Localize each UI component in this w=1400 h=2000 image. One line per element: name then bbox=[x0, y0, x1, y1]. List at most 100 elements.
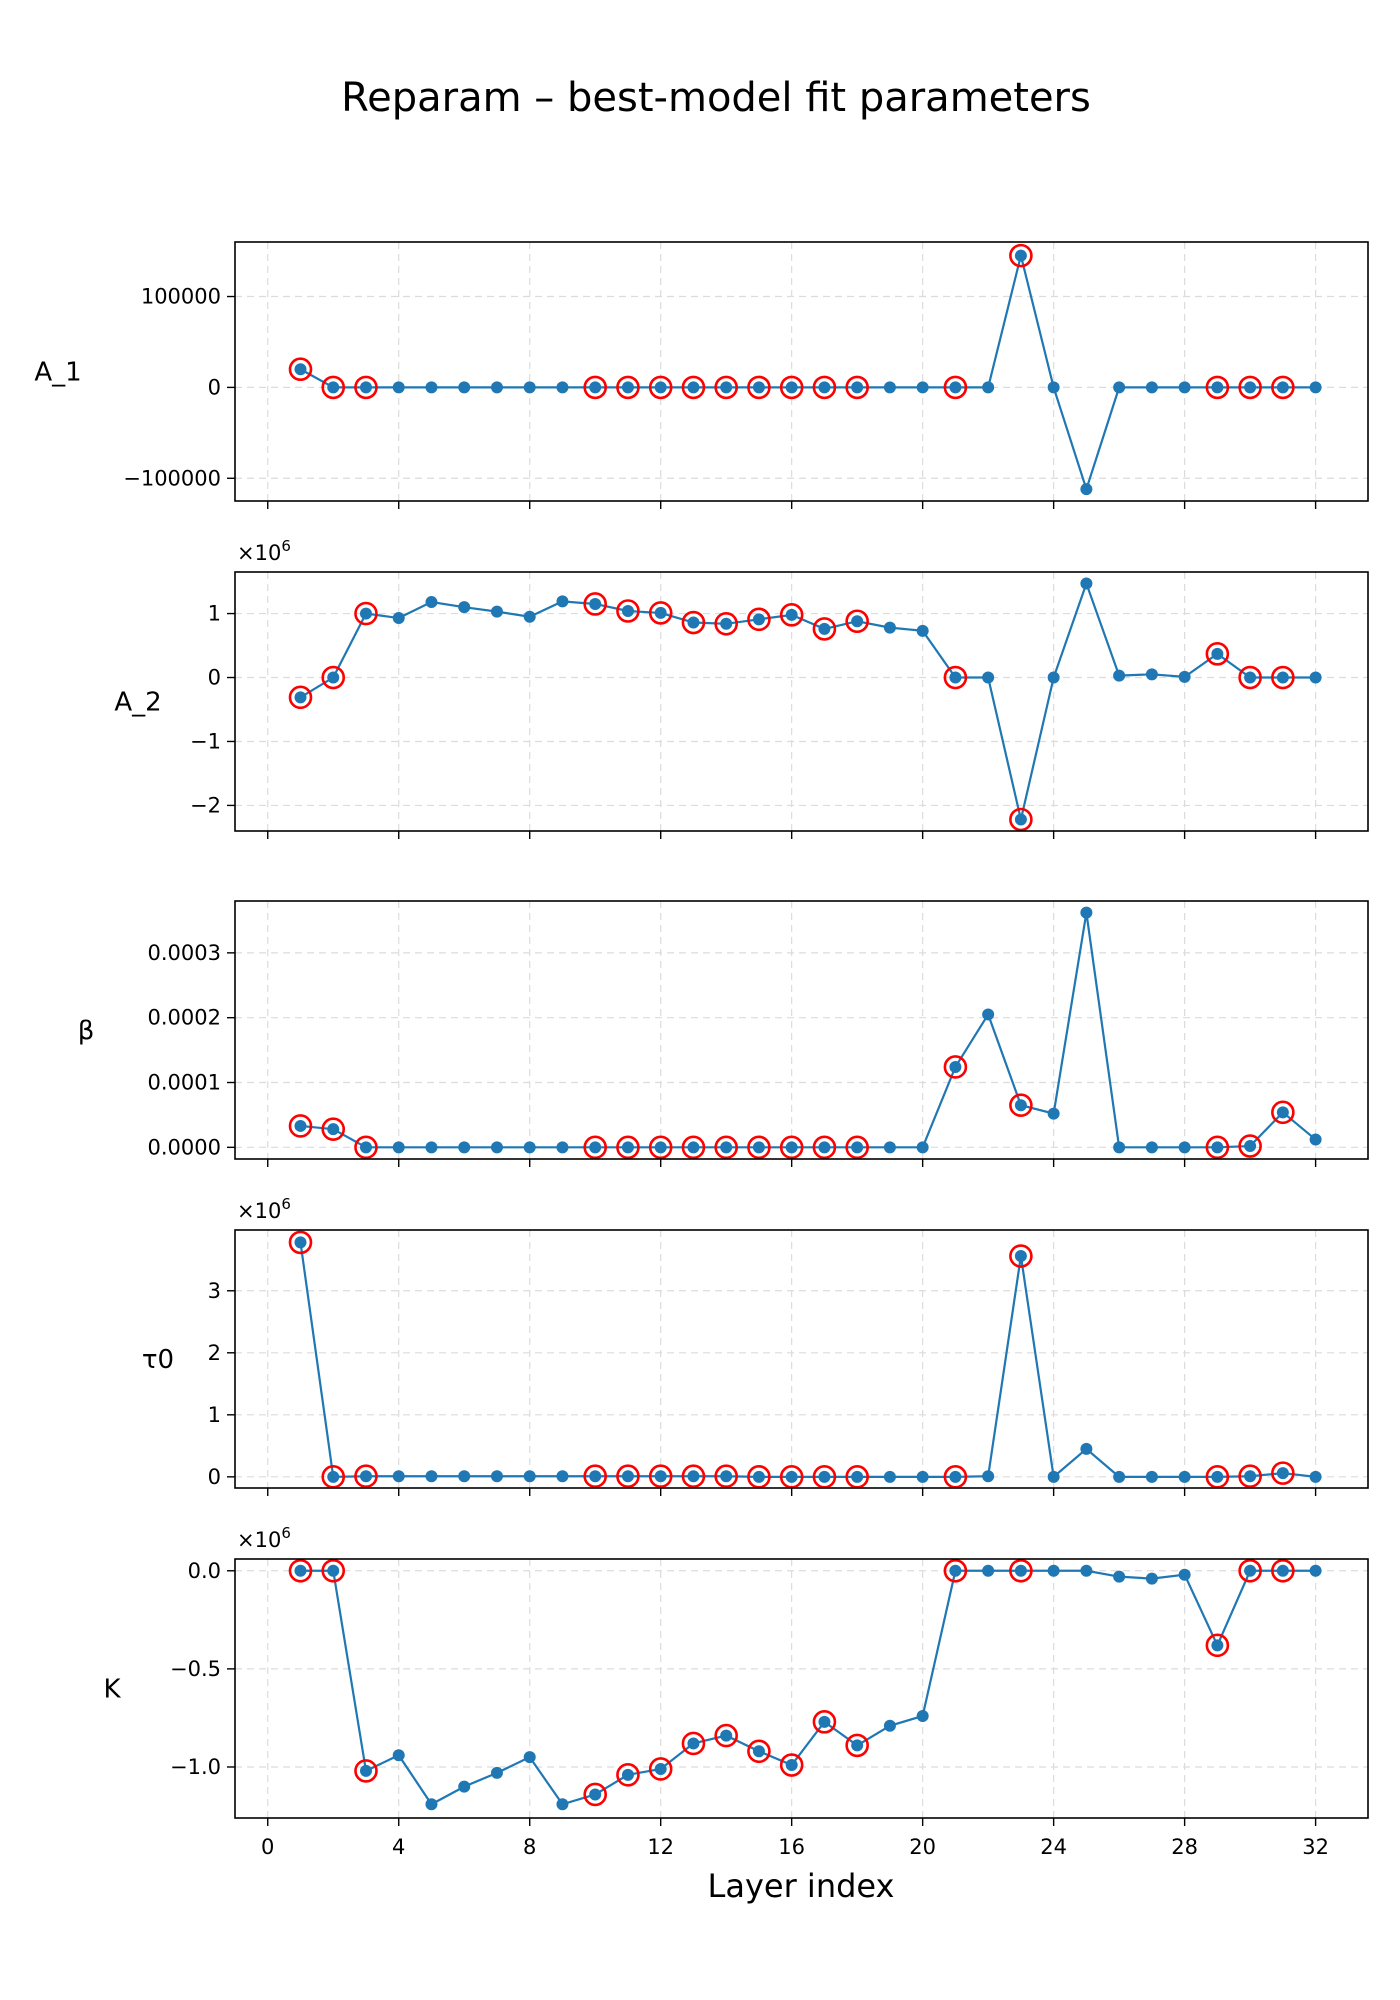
highlight-ring bbox=[845, 1135, 869, 1160]
data-point bbox=[458, 1780, 471, 1793]
highlight-ring bbox=[779, 1753, 804, 1777]
data-point bbox=[1047, 671, 1060, 684]
data-point bbox=[982, 1564, 995, 1577]
highlight-ring bbox=[1238, 375, 1262, 400]
y-tick-label: 0 bbox=[208, 375, 221, 399]
y-tick-label: −1 bbox=[190, 729, 221, 753]
data-point bbox=[818, 1141, 831, 1154]
highlight-ring bbox=[583, 1464, 608, 1489]
data-point bbox=[1244, 1564, 1257, 1577]
highlight-ring bbox=[714, 1723, 738, 1748]
data-point bbox=[556, 1141, 569, 1154]
data-point bbox=[720, 1470, 733, 1483]
data-point bbox=[687, 1737, 700, 1750]
data-point bbox=[294, 1564, 307, 1577]
x-tick-label: 0 bbox=[261, 1835, 274, 1859]
data-point bbox=[458, 1141, 471, 1154]
data-point bbox=[1178, 381, 1191, 394]
highlight-ring bbox=[583, 375, 608, 400]
highlight-ring bbox=[714, 611, 738, 636]
data-point bbox=[1309, 381, 1322, 394]
series-line bbox=[299, 1242, 1316, 1479]
data-point bbox=[1080, 1442, 1093, 1455]
data-point bbox=[425, 381, 438, 394]
data-point bbox=[425, 1470, 438, 1483]
highlight-ring bbox=[321, 1117, 346, 1141]
data-point bbox=[785, 1141, 798, 1154]
data-point bbox=[1014, 1564, 1027, 1577]
data-point bbox=[720, 381, 733, 394]
data-point bbox=[359, 381, 372, 394]
highlight-ring bbox=[1271, 1461, 1295, 1485]
data-point bbox=[556, 1470, 569, 1483]
data-point bbox=[556, 1798, 569, 1811]
highlight-ring bbox=[779, 375, 804, 400]
highlight-ring bbox=[714, 1464, 738, 1489]
highlight-ring bbox=[714, 1135, 738, 1160]
x-axis-label: Layer index bbox=[708, 1867, 895, 1905]
y-tick-label: 0 bbox=[208, 1465, 221, 1489]
data-point bbox=[359, 1764, 372, 1777]
data-point bbox=[1309, 1133, 1322, 1146]
y-tick-label: −100000 bbox=[123, 466, 221, 490]
data-point bbox=[1178, 1568, 1191, 1581]
highlight-ring bbox=[1205, 642, 1230, 666]
data-point bbox=[294, 1236, 307, 1249]
axes-frame bbox=[234, 1229, 1369, 1489]
data-point bbox=[1047, 1564, 1060, 1577]
x-tick-label: 8 bbox=[523, 1835, 536, 1859]
y-tick-label: 0.0003 bbox=[148, 941, 221, 965]
highlight-ring bbox=[616, 1135, 640, 1160]
data-point bbox=[392, 612, 405, 625]
data-point bbox=[752, 1141, 765, 1154]
data-point bbox=[556, 381, 569, 394]
offset-label: ×106 bbox=[237, 1524, 291, 1552]
highlight-ring bbox=[1238, 1558, 1262, 1583]
data-point bbox=[883, 1470, 896, 1483]
highlight-ring bbox=[354, 375, 378, 400]
data-point bbox=[883, 621, 896, 634]
highlight-ring bbox=[648, 601, 673, 625]
highlight-ring bbox=[1271, 1100, 1295, 1125]
x-tick-label: 4 bbox=[392, 1835, 405, 1859]
y-tick-label: 100000 bbox=[141, 285, 221, 309]
highlight-ring bbox=[779, 1135, 804, 1160]
data-point bbox=[687, 1470, 700, 1483]
data-point bbox=[1244, 671, 1257, 684]
data-point bbox=[883, 381, 896, 394]
data-point bbox=[490, 381, 503, 394]
data-point bbox=[752, 613, 765, 626]
data-point bbox=[458, 601, 471, 614]
data-point bbox=[327, 1564, 340, 1577]
y-tick-label: −2 bbox=[190, 793, 221, 817]
data-point bbox=[687, 616, 700, 629]
data-point bbox=[359, 1470, 372, 1483]
highlight-ring bbox=[583, 592, 608, 616]
highlight-ring bbox=[288, 357, 313, 382]
y-tick-label: 1 bbox=[208, 1403, 221, 1427]
data-point bbox=[654, 381, 667, 394]
highlight-ring bbox=[943, 1055, 968, 1079]
data-point bbox=[818, 622, 831, 635]
highlight-ring bbox=[747, 1739, 771, 1764]
data-point bbox=[1276, 381, 1289, 394]
data-point bbox=[982, 1470, 995, 1483]
data-point bbox=[916, 381, 929, 394]
data-point bbox=[1178, 1470, 1191, 1483]
data-point bbox=[392, 1141, 405, 1154]
data-point bbox=[818, 1715, 831, 1728]
data-point bbox=[785, 1759, 798, 1772]
data-point bbox=[392, 1749, 405, 1762]
highlight-ring bbox=[288, 1230, 313, 1255]
data-point bbox=[327, 1470, 340, 1483]
highlight-ring bbox=[1238, 1134, 1262, 1158]
panel-5: −1.0 −0.5 0.0 0 4 8 12 16 20 24 28 32 K ×106 bbox=[103, 1524, 1369, 1859]
highlight-ring bbox=[583, 1782, 608, 1807]
panel-2: −2 −1 0 1 A_2 ×106 bbox=[114, 537, 1369, 839]
data-point bbox=[458, 381, 471, 394]
data-point bbox=[523, 1470, 536, 1483]
y-tick-label: 3 bbox=[208, 1279, 221, 1303]
y-tick-label: 2 bbox=[208, 1341, 221, 1365]
axes-frame bbox=[234, 241, 1369, 502]
